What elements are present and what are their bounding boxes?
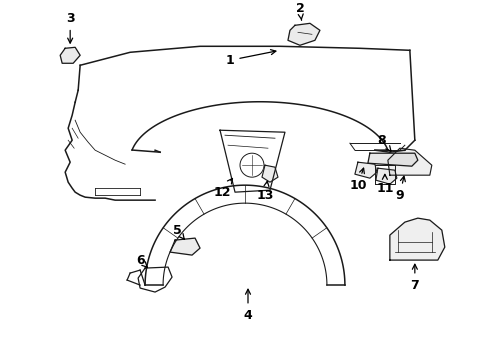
Polygon shape <box>368 153 418 166</box>
Polygon shape <box>355 162 377 178</box>
Polygon shape <box>60 47 80 63</box>
Text: 12: 12 <box>213 179 232 199</box>
Text: 1: 1 <box>225 50 276 67</box>
Polygon shape <box>388 148 432 175</box>
Text: 9: 9 <box>395 176 405 202</box>
Polygon shape <box>376 168 397 184</box>
Text: 4: 4 <box>244 289 252 321</box>
Polygon shape <box>170 238 200 255</box>
Text: 3: 3 <box>66 12 74 43</box>
Text: 2: 2 <box>295 2 304 21</box>
Text: 10: 10 <box>349 168 367 192</box>
Text: 11: 11 <box>376 174 393 195</box>
Text: 13: 13 <box>256 181 274 202</box>
Polygon shape <box>390 218 445 260</box>
Text: 7: 7 <box>411 264 419 292</box>
Polygon shape <box>262 165 278 182</box>
Text: 5: 5 <box>172 224 184 239</box>
Text: 8: 8 <box>378 134 391 151</box>
Text: 6: 6 <box>136 253 147 267</box>
Polygon shape <box>288 23 320 45</box>
